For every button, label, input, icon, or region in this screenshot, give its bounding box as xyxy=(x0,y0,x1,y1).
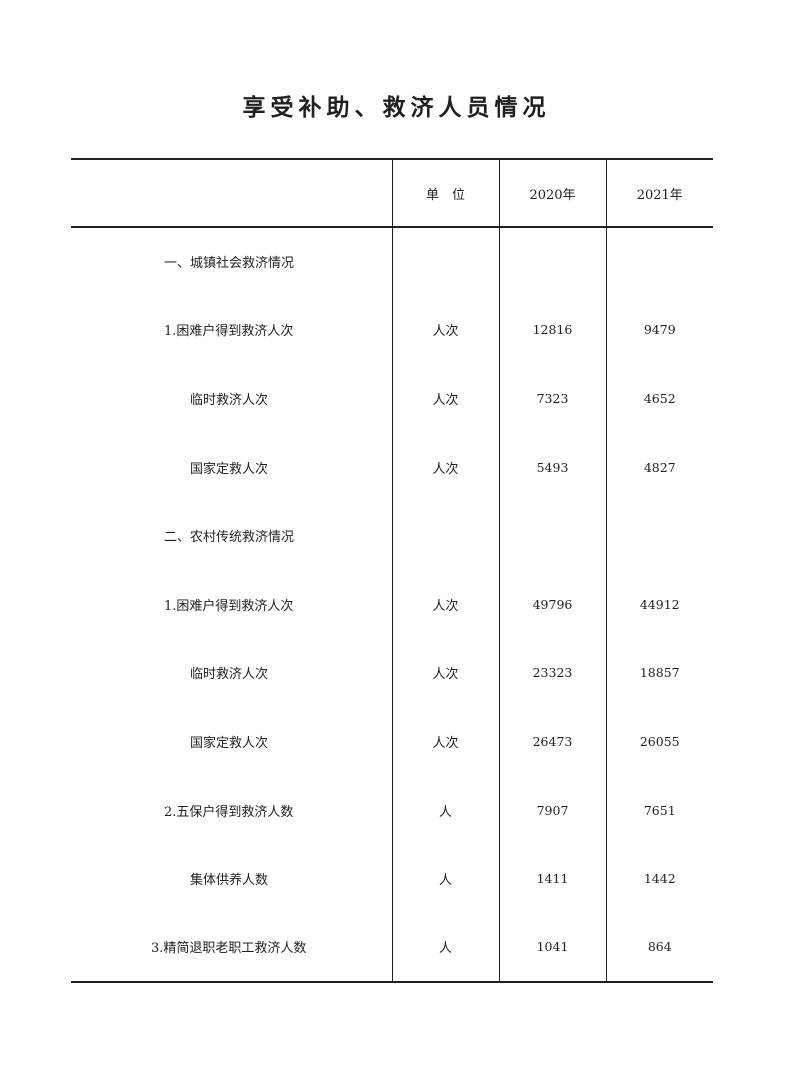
row-value-2020: 7907 xyxy=(498,775,606,845)
row-value-2020: 5493 xyxy=(498,432,606,502)
row-value-2021: 9479 xyxy=(605,295,713,365)
page-title: 享受补助、救济人员情况 xyxy=(242,94,551,121)
row-value-2020: 12816 xyxy=(498,295,606,365)
table-row: 一、城镇社会救济情况 xyxy=(71,227,713,296)
row-value-2021: 4827 xyxy=(605,432,713,502)
row-value-2020: 1041 xyxy=(498,912,606,983)
row-unit: 人次 xyxy=(391,295,499,365)
table-row: 2.五保户得到救济人数 人 7907 7651 xyxy=(71,775,713,845)
row-label: 2.五保户得到救济人数 xyxy=(164,804,294,820)
row-unit: 人次 xyxy=(391,638,499,708)
table-row: 集体供养人数 人 1411 1442 xyxy=(71,844,713,913)
row-label: 国家定救人次 xyxy=(190,735,269,751)
row-label: 1.困难户得到救济人次 xyxy=(164,598,294,614)
row-unit: 人 xyxy=(391,844,499,913)
row-value-2020 xyxy=(498,501,606,570)
row-label: 1.困难户得到救济人次 xyxy=(164,324,294,340)
row-value-2020: 7323 xyxy=(498,364,606,433)
row-value-2020 xyxy=(498,227,606,296)
row-value-2021 xyxy=(605,501,713,570)
row-label: 临时救济人次 xyxy=(190,392,269,408)
table-row: 临时救济人次 人次 7323 4652 xyxy=(71,364,713,433)
row-value-2021: 26055 xyxy=(605,707,713,776)
row-unit: 人次 xyxy=(391,432,499,502)
relief-table: 单 位 2020年 2021年 一、城镇社会救济情况 1.困难户得到救济人次 人次 1… xyxy=(71,158,713,983)
row-value-2020: 49796 xyxy=(498,569,606,639)
row-unit xyxy=(391,501,499,570)
table-row: 国家定救人次 人次 26473 26055 xyxy=(71,707,713,776)
row-label: 集体供养人数 xyxy=(190,873,269,889)
table-row: 二、农村传统救济情况 xyxy=(71,501,713,570)
row-value-2021: 18857 xyxy=(605,638,713,708)
header-item xyxy=(71,158,392,228)
row-value-2020: 26473 xyxy=(498,707,606,776)
row-unit xyxy=(391,227,499,296)
header-2021: 2021年 xyxy=(605,158,713,228)
row-label: 3.精简退职老职工救济人数 xyxy=(71,912,392,983)
row-label: 临时救济人次 xyxy=(190,667,269,683)
row-unit: 人次 xyxy=(391,569,499,639)
row-value-2020: 23323 xyxy=(498,638,606,708)
row-unit: 人 xyxy=(391,912,499,983)
row-value-2021: 864 xyxy=(605,912,713,983)
row-unit: 人次 xyxy=(391,707,499,776)
table-row: 3.精简退职老职工救济人数人 1041 864 xyxy=(71,912,713,983)
row-value-2021: 1442 xyxy=(605,844,713,913)
row-value-2020: 1411 xyxy=(498,844,606,913)
row-unit: 人次 xyxy=(391,364,499,433)
table-row: 国家定救人次 人次 5493 4827 xyxy=(71,432,713,502)
header-2020: 2020年 xyxy=(498,158,606,228)
row-value-2021 xyxy=(605,227,713,296)
table-row: 1.困难户得到救济人次 人次 12816 9479 xyxy=(71,295,713,365)
row-label: 一、城镇社会救济情况 xyxy=(164,256,295,272)
table-header-row: 单 位 2020年 2021年 xyxy=(71,158,713,228)
row-value-2021: 4652 xyxy=(605,364,713,433)
row-value-2021: 7651 xyxy=(605,775,713,845)
table-row: 临时救济人次 人次 23323 18857 xyxy=(71,638,713,708)
row-unit: 人 xyxy=(391,775,499,845)
row-value-2021: 44912 xyxy=(605,569,713,639)
table-row: 1.困难户得到救济人次 人次 49796 44912 xyxy=(71,569,713,639)
row-label: 二、农村传统救济情况 xyxy=(164,530,295,546)
row-label: 国家定救人次 xyxy=(190,461,269,477)
header-unit: 单 位 xyxy=(391,158,499,228)
